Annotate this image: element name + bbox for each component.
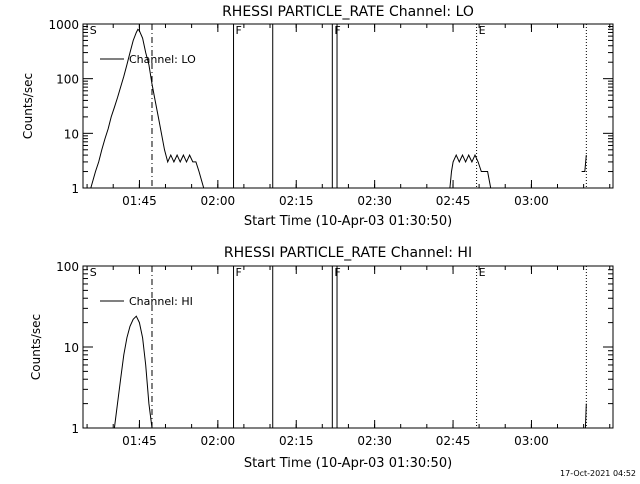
y-tick-label: 1 (71, 422, 79, 436)
series-line (449, 153, 492, 189)
event-marker-label: F (236, 266, 242, 279)
y-tick-label: 100 (56, 73, 79, 87)
event-marker-label: F (334, 266, 340, 279)
x-tick-label: 03:00 (514, 194, 549, 208)
y-tick-label: 10 (64, 127, 79, 141)
event-marker-label: S (90, 266, 97, 279)
y-axis-label: Counts/sec (21, 73, 35, 139)
event-marker-label: F (236, 24, 242, 37)
event-marker-label: E (479, 24, 486, 37)
legend-label: Channel: LO (129, 53, 196, 66)
plot-frame (82, 23, 614, 189)
series-line (581, 155, 587, 172)
plot-frame (82, 265, 614, 429)
event-marker-label: S (90, 24, 97, 37)
x-tick-label: 02:00 (201, 194, 236, 208)
chart-title: RHESSI PARTICLE_RATE Channel: LO (222, 4, 474, 20)
x-tick-label: 03:00 (514, 434, 549, 448)
event-marker-label: F (334, 24, 340, 37)
x-tick-label: 02:45 (436, 194, 471, 208)
x-tick-label: 01:45 (122, 194, 157, 208)
x-tick-label: 02:15 (279, 434, 314, 448)
chart-panel-2: RHESSI PARTICLE_RATE Channel: HI Start Ti… (29, 245, 614, 471)
y-tick-label: 10 (64, 341, 79, 355)
chart-panel-1: RHESSI PARTICLE_RATE Channel: LO Start Ti… (21, 4, 614, 229)
legend-label: Channel: HI (129, 295, 193, 308)
series-line (584, 403, 587, 429)
x-tick-label: 02:45 (436, 434, 471, 448)
chart-title: RHESSI PARTICLE_RATE Channel: HI (224, 245, 472, 261)
series-line (90, 28, 205, 189)
y-tick-label: 100 (56, 260, 79, 274)
x-tick-label: 02:15 (279, 194, 314, 208)
y-tick-label: 1000 (48, 18, 79, 32)
x-axis-label: Start Time (10-Apr-03 01:30:50) (244, 456, 452, 471)
footer-timestamp: 17-Oct-2021 04:52 (560, 469, 636, 478)
x-axis-label: Start Time (10-Apr-03 01:30:50) (244, 214, 452, 229)
y-tick-label: 1 (71, 182, 79, 196)
event-marker-label: E (479, 266, 486, 279)
y-axis-label: Counts/sec (29, 314, 43, 380)
x-tick-label: 02:00 (201, 434, 236, 448)
x-tick-label: 01:45 (122, 434, 157, 448)
series-line (113, 315, 153, 429)
x-tick-label: 02:30 (357, 434, 392, 448)
x-tick-label: 02:30 (357, 194, 392, 208)
